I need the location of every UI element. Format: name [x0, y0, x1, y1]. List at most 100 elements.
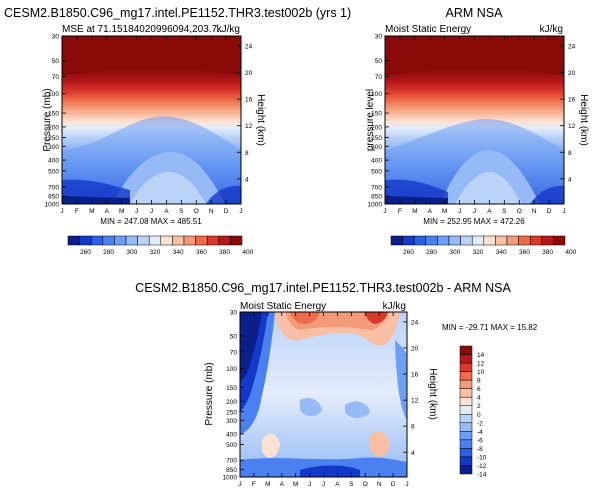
- colorbar-box: [471, 235, 485, 246]
- colorbar-box: [459, 379, 473, 389]
- panel-diff-y-ticks-right: 24 20 16 12 8 4: [403, 319, 419, 457]
- y-tick-right-label: 20: [568, 70, 576, 77]
- colorbar-label: 6: [477, 386, 481, 393]
- y-tick-label: 150: [226, 385, 237, 392]
- colorbar-box: [67, 235, 80, 246]
- colorbar-box: [459, 414, 473, 424]
- colorbar-label: 4: [477, 395, 481, 402]
- colorbar-label: 400: [242, 249, 253, 256]
- colorbar-box: [148, 235, 162, 246]
- x-tick-label: J: [239, 208, 242, 215]
- y-tick-label: 30: [375, 34, 383, 41]
- y-tick-label: 150: [48, 111, 59, 118]
- y-tick-right-label: 12: [411, 398, 419, 405]
- y-tick-right-label: 24: [245, 44, 253, 51]
- colorbar-box: [448, 235, 461, 246]
- colorbar-box: [541, 235, 554, 246]
- y-tick-label: 100: [226, 366, 237, 373]
- panel-diff-title: Moist Static Energy: [240, 301, 326, 312]
- panel-model-field: [62, 36, 241, 204]
- colorbar-box: [125, 235, 138, 246]
- y-tick-right-label: 8: [411, 424, 415, 431]
- panel-diff-field: [240, 312, 407, 477]
- colorbar-label: 320: [150, 249, 161, 256]
- x-tick-label: A: [335, 481, 340, 488]
- y-tick-label: 100: [371, 91, 382, 98]
- panel-model-title: MSE at 71.15184020996094,203.7..: [62, 24, 223, 35]
- y-tick-label: 400: [371, 158, 382, 165]
- colorbar-label: 280: [426, 249, 437, 256]
- x-tick-label: M: [412, 208, 417, 215]
- y-tick-label: 250: [226, 409, 237, 416]
- colorbar-label: 360: [196, 249, 207, 256]
- y-tick-right-label: 4: [568, 176, 572, 183]
- panel-obs-stats: MIN = 252.95 MAX = 472.26: [423, 217, 525, 226]
- y-tick-label: 100: [48, 91, 59, 98]
- x-tick-label: M: [89, 208, 94, 215]
- colorbar-box: [529, 235, 543, 246]
- colorbar-box: [79, 235, 92, 246]
- x-tick-label: N: [209, 208, 214, 215]
- colorbar-box: [460, 235, 473, 246]
- x-tick-label: S: [349, 481, 354, 488]
- x-tick-label: J: [322, 481, 325, 488]
- x-tick-label: J: [60, 208, 63, 215]
- panel-obs: Moist Static Energy ARM NSA kJ/kg pressu…: [365, 6, 589, 256]
- y-tick-label: 700: [371, 184, 382, 191]
- y-tick-right-label: 4: [245, 176, 249, 183]
- colorbar-label: 280: [103, 249, 114, 256]
- x-tick-label: J: [405, 481, 408, 488]
- y-tick-label: 200: [226, 399, 237, 406]
- colorbar-label: 300: [126, 249, 137, 256]
- x-tick-label: F: [75, 208, 79, 215]
- colorbar-box: [413, 235, 427, 246]
- x-tick-label: J: [458, 208, 461, 215]
- y-tick-label: 50: [230, 334, 238, 341]
- colorbar-label: -8: [477, 446, 483, 453]
- colorbar-box: [459, 465, 473, 475]
- panel-obs-ylabel-right: Height (km): [578, 94, 589, 146]
- colorbar-box: [402, 235, 415, 246]
- colorbar-box: [518, 235, 531, 246]
- colorbar-box: [459, 396, 473, 406]
- x-tick-label: M: [442, 208, 447, 215]
- y-tick-right-label: 20: [245, 70, 253, 77]
- colorbar-label: 380: [542, 249, 553, 256]
- colorbar-label: 260: [403, 249, 414, 256]
- x-tick-label: M: [265, 481, 270, 488]
- colorbar-label: 400: [565, 249, 576, 256]
- x-tick-label: D: [391, 481, 396, 488]
- y-tick-label: 300: [226, 418, 237, 425]
- colorbar-box: [437, 235, 450, 246]
- colorbar-box: [459, 439, 473, 449]
- y-tick-right-label: 24: [568, 44, 576, 51]
- colorbar-box: [459, 388, 473, 398]
- colorbar-box: [102, 235, 115, 246]
- panel-diff-ylabel-right: Height (km): [427, 368, 438, 420]
- panel-diff-unit: kJ/kg: [383, 301, 406, 312]
- y-tick-right-label: 12: [245, 123, 253, 130]
- colorbar-box: [459, 405, 473, 415]
- colorbar-label: 340: [496, 249, 507, 256]
- y-tick-label: 400: [226, 431, 237, 438]
- colorbar-label: 14: [477, 352, 485, 359]
- x-tick-label: O: [517, 208, 522, 215]
- panel-model-unit: kJ/kg: [217, 24, 240, 35]
- y-tick-right-label: 4: [411, 450, 415, 457]
- panel-model-stats: MIN = 247.08 MAX = 485.51: [100, 217, 202, 226]
- colorbar-label: 8: [477, 378, 481, 385]
- colorbar-label: 10: [477, 369, 485, 376]
- colorbar-box: [160, 235, 173, 246]
- colorbar-box: [390, 235, 403, 246]
- y-tick-right-label: 20: [411, 345, 419, 352]
- y-tick-label: 50: [52, 58, 60, 65]
- x-tick-label: J: [473, 208, 476, 215]
- colorbar-label: -4: [477, 429, 483, 436]
- panel-model: MSE at 71.15184020996094,203.7.. kJ/kg P…: [42, 24, 266, 256]
- colorbar-box: [218, 235, 231, 246]
- x-tick-label: O: [194, 208, 199, 215]
- y-tick-label: 300: [371, 144, 382, 151]
